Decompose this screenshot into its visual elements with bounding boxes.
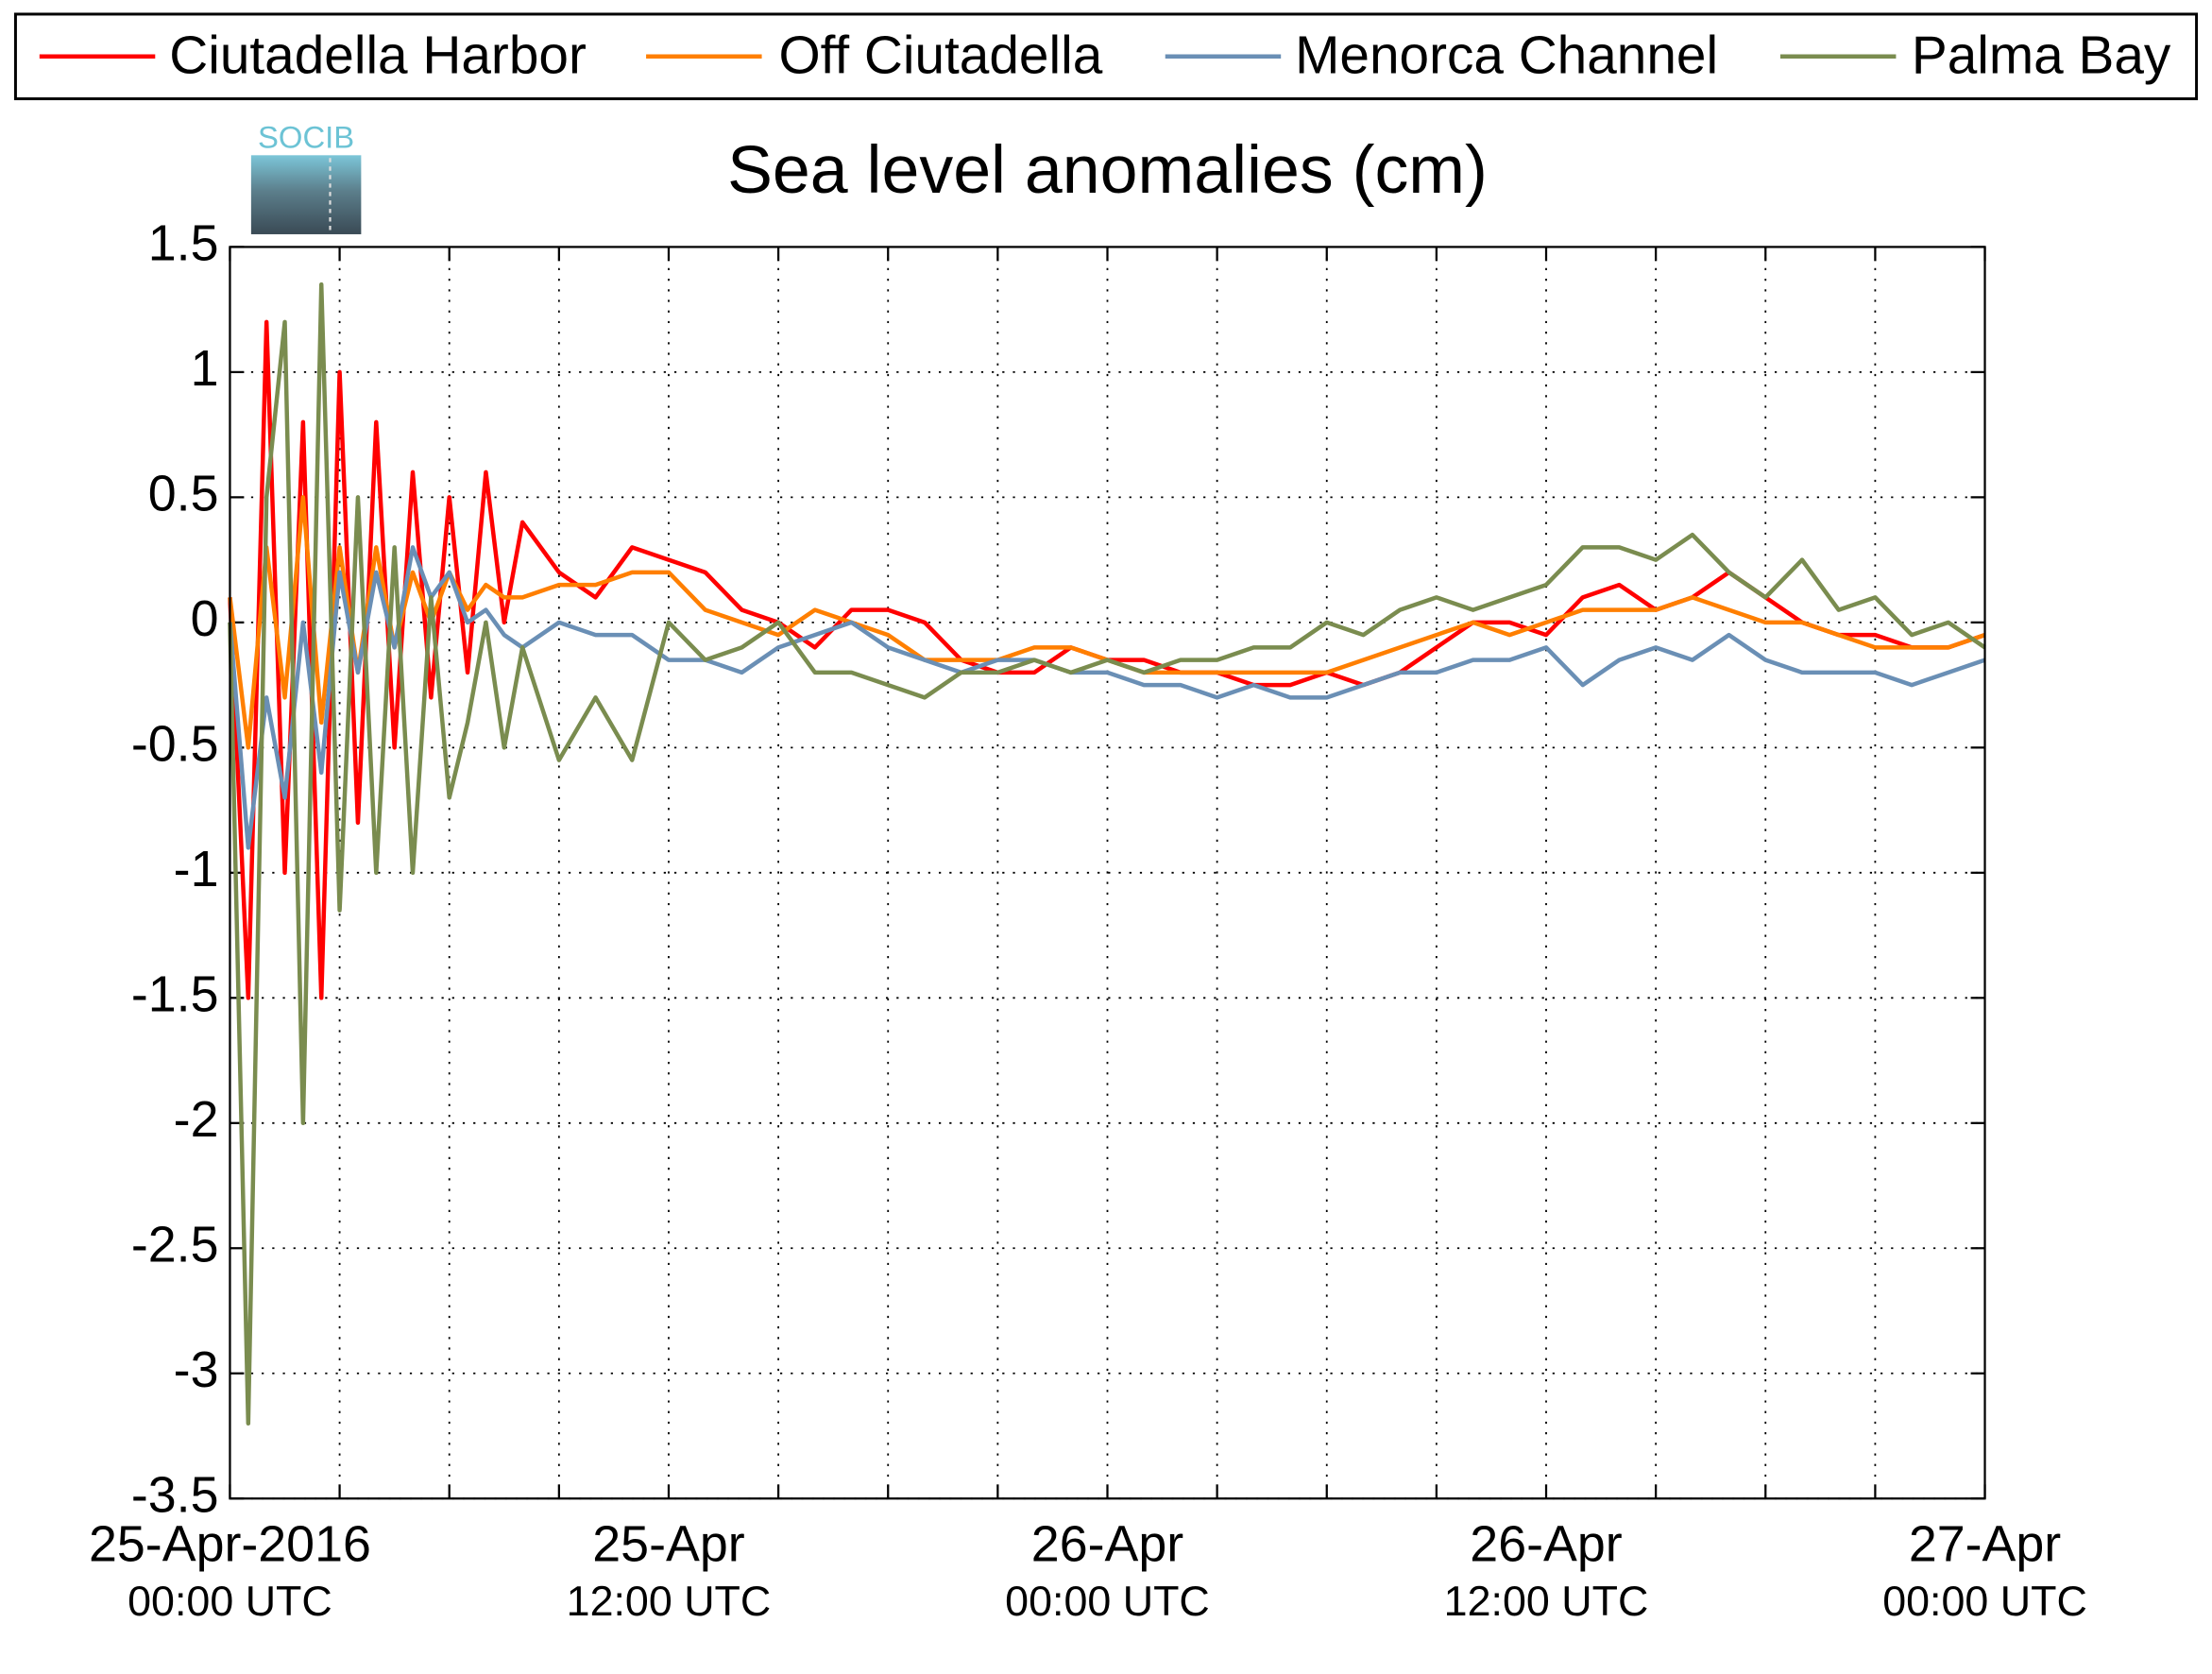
x-tick-label: 12:00 UTC [567, 1578, 772, 1625]
series-line [228, 282, 1986, 1426]
y-tick-label: 1 [191, 340, 219, 397]
logo-mark [250, 155, 362, 234]
chart-title: Sea level anomalies (cm) [727, 132, 1488, 208]
y-tick-label: 1.5 [148, 215, 219, 272]
plot-frame [229, 246, 1986, 1500]
y-tick-label: -1 [174, 841, 219, 897]
x-tick-label: 26-Apr [1470, 1516, 1622, 1573]
x-tick-label: 25-Apr-2016 [89, 1516, 371, 1573]
x-tick-label: 12:00 UTC [1444, 1578, 1649, 1625]
legend-label: Ciutadella Harbor [169, 26, 587, 86]
logo-text: SOCIB [258, 120, 354, 155]
y-tick-label: 0 [191, 590, 219, 647]
legend-label: Menorca Channel [1295, 26, 1718, 86]
x-tick-label: 27-Apr [1909, 1516, 2061, 1573]
y-tick-label: -2 [174, 1091, 219, 1148]
x-tick-label: 00:00 UTC [128, 1578, 332, 1625]
x-tick-label: 00:00 UTC [1882, 1578, 2087, 1625]
legend-label: Off Ciutadella [778, 26, 1102, 86]
y-tick-label: -0.5 [131, 716, 219, 773]
x-tick-label: 25-Apr [592, 1516, 744, 1573]
y-tick-label: -3 [174, 1341, 219, 1398]
x-tick-label: 26-Apr [1031, 1516, 1183, 1573]
y-tick-label: -2.5 [131, 1216, 219, 1273]
x-tick-label: 00:00 UTC [1005, 1578, 1210, 1625]
y-tick-label: 0.5 [148, 466, 219, 522]
y-tick-label: -1.5 [131, 966, 219, 1023]
legend-label: Palma Bay [1912, 26, 2171, 86]
y-tick-label: -3.5 [131, 1466, 219, 1523]
